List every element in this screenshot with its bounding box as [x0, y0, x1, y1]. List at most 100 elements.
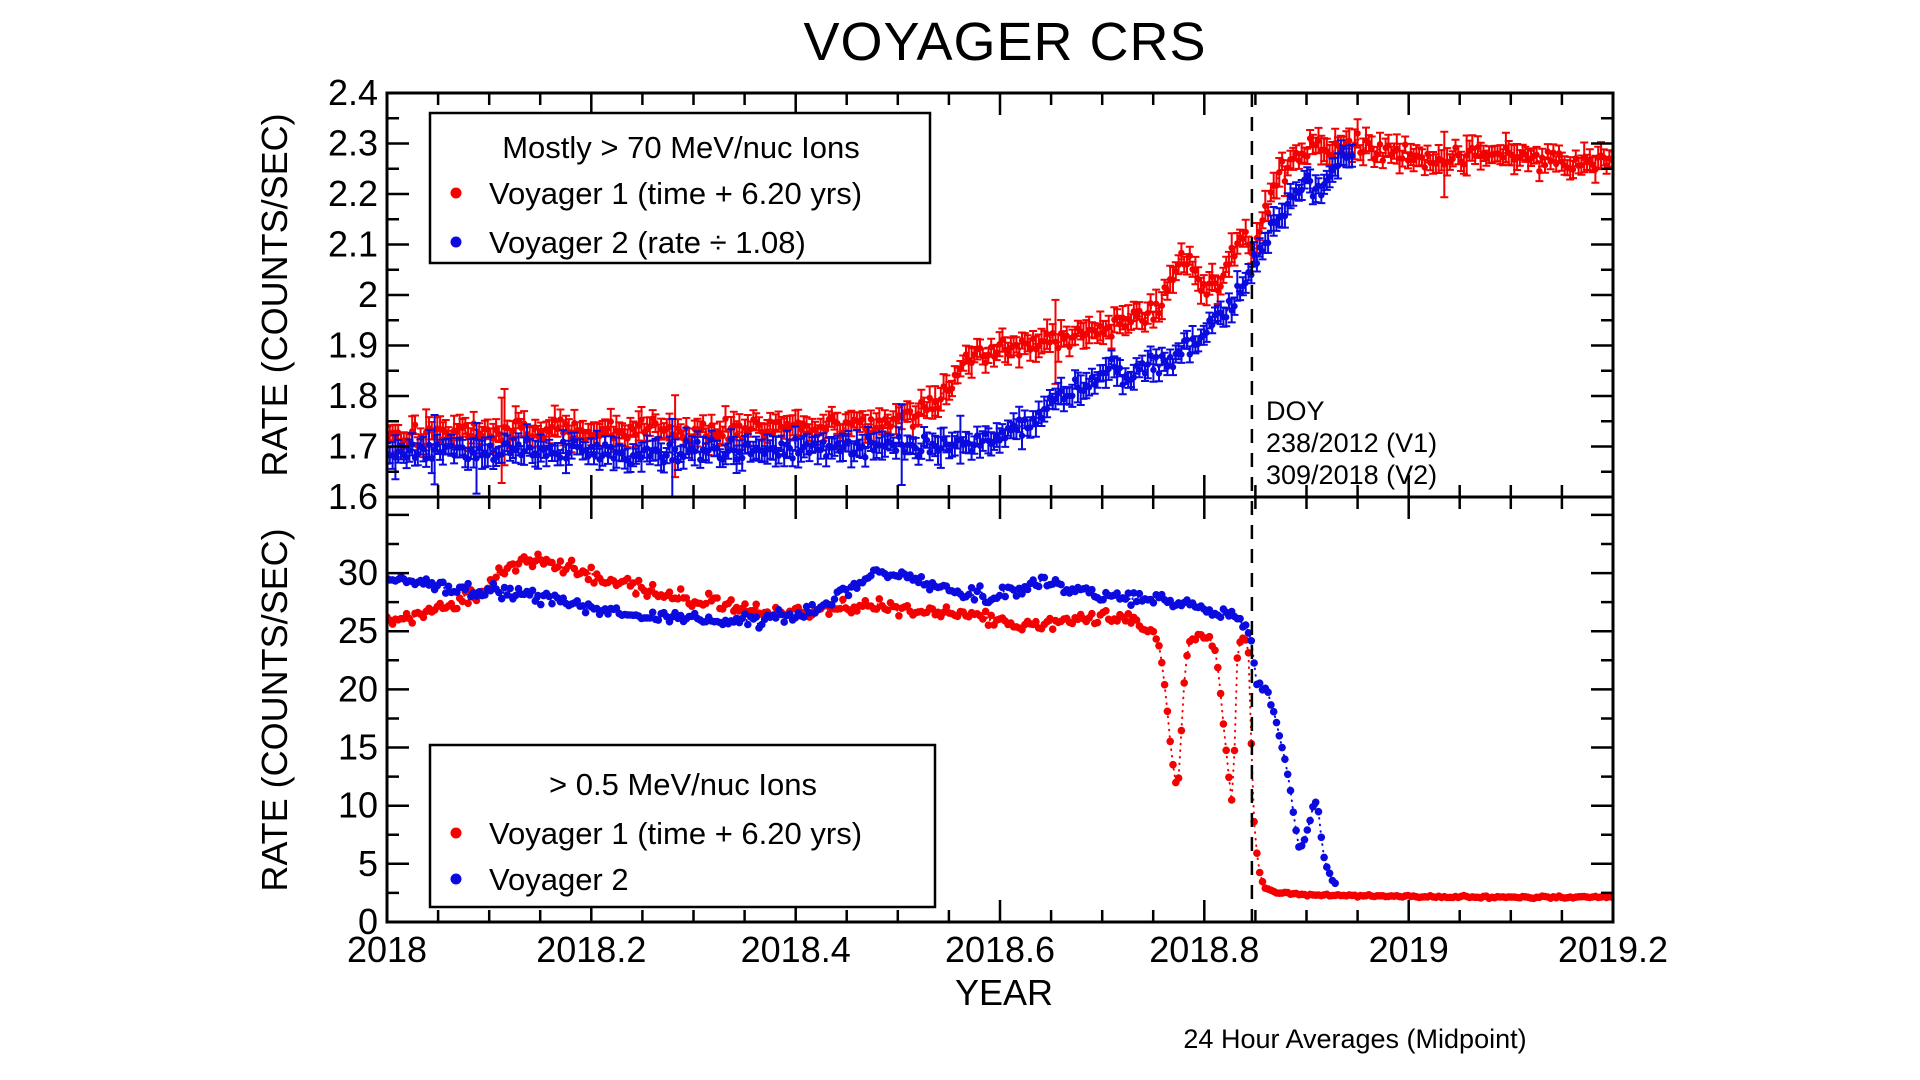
- data-point: [1222, 746, 1230, 755]
- data-point: [627, 460, 634, 468]
- data-point: [652, 420, 659, 427]
- data-point: [1211, 280, 1219, 287]
- data-point: [1111, 363, 1118, 371]
- data-point: [917, 573, 926, 581]
- data-point: [990, 438, 998, 445]
- data-point: [1130, 374, 1138, 381]
- data-point: [1108, 355, 1115, 363]
- data-point: [1203, 291, 1210, 298]
- data-point: [1242, 228, 1249, 236]
- data-point: [1149, 627, 1158, 636]
- bottom-y-axis-label: RATE (COUNTS/SEC): [254, 528, 295, 891]
- data-point: [1155, 370, 1163, 377]
- data-point: [423, 455, 430, 462]
- data-point: [1161, 358, 1168, 365]
- data-point: [1018, 590, 1026, 598]
- data-point: [476, 445, 483, 452]
- data-point: [697, 456, 704, 463]
- data-point: [1113, 314, 1121, 321]
- data-point: [811, 440, 819, 447]
- data-point: [560, 438, 567, 445]
- data-point: [548, 599, 556, 608]
- data-point: [525, 556, 534, 564]
- data-point: [1013, 426, 1020, 433]
- data-point: [1080, 387, 1087, 394]
- data-point: [1216, 689, 1225, 698]
- data-point: [1144, 361, 1152, 368]
- data-point: [1002, 434, 1009, 442]
- data-point: [1273, 182, 1280, 189]
- data-point: [850, 449, 858, 456]
- data-point: [1178, 249, 1185, 257]
- data-point: [607, 443, 614, 451]
- doy-annotation-line3: 309/2018 (V2): [1266, 460, 1437, 490]
- data-point: [1035, 409, 1042, 416]
- data-point: [1306, 816, 1314, 825]
- data-point: [1066, 343, 1073, 351]
- data-point: [1314, 807, 1323, 816]
- data-point: [962, 351, 970, 358]
- data-point: [727, 436, 735, 443]
- bottom-legend: > 0.5 MeV/nuc Ions Voyager 1 (time + 6.2…: [428, 743, 937, 909]
- data-point: [1186, 351, 1194, 358]
- data-point: [537, 427, 544, 434]
- data-point: [1223, 314, 1230, 321]
- data-point: [646, 423, 654, 430]
- data-point: [462, 422, 469, 430]
- data-point: [873, 424, 880, 432]
- axes-layer: [385, 91, 1615, 924]
- data-point: [528, 586, 537, 595]
- data-point: [534, 550, 542, 559]
- x-axis-label: YEAR: [955, 972, 1053, 1013]
- bottom-legend-item-voyager2: Voyager 2: [489, 862, 629, 897]
- data-point: [895, 433, 903, 440]
- data-point: [570, 564, 579, 573]
- data-point: [741, 600, 749, 608]
- data-point: [912, 444, 919, 452]
- data-point: [1234, 282, 1241, 290]
- data-point: [1334, 142, 1342, 149]
- y-tick-label: 2.1: [328, 224, 378, 265]
- data-point: [996, 437, 1003, 444]
- data-point: [789, 455, 796, 462]
- data-point: [1052, 395, 1059, 403]
- data-point: [648, 608, 657, 617]
- data-point: [1195, 340, 1202, 347]
- data-point: [744, 620, 752, 629]
- data-point: [1139, 360, 1146, 367]
- data-point: [498, 451, 505, 458]
- data-point: [937, 396, 944, 403]
- data-point: [1150, 366, 1157, 374]
- data-point: [932, 442, 939, 450]
- data-point: [1225, 773, 1233, 782]
- data-point: [1071, 376, 1079, 383]
- data-point: [671, 433, 679, 440]
- data-point: [982, 430, 989, 438]
- data-point: [1311, 798, 1320, 807]
- data-point: [1275, 732, 1284, 740]
- data-point: [1306, 177, 1314, 185]
- data-point: [509, 427, 517, 434]
- data-point: [1289, 808, 1298, 816]
- data-point: [806, 449, 813, 456]
- data-point: [484, 452, 491, 459]
- data-point: [1326, 173, 1333, 180]
- data-point: [599, 452, 606, 459]
- data-point: [1178, 351, 1185, 358]
- data-point: [1029, 335, 1037, 342]
- data-point: [982, 359, 989, 367]
- y-tick-label: 1.7: [328, 426, 378, 467]
- data-point: [1297, 842, 1306, 850]
- data-point: [1183, 336, 1191, 344]
- top-legend-header: Mostly > 70 MeV/nuc Ions: [502, 130, 860, 165]
- data-point: [1227, 796, 1236, 804]
- doy-annotation: DOY 238/2012 (V1) 309/2018 (V2): [1266, 396, 1437, 490]
- data-point: [568, 442, 575, 449]
- data-point: [1544, 148, 1552, 155]
- y-tick-label: 2.4: [328, 72, 378, 113]
- data-point: [607, 418, 614, 425]
- data-point: [1371, 155, 1378, 163]
- data-point: [775, 418, 782, 425]
- data-point: [1119, 314, 1126, 321]
- data-point: [1244, 649, 1253, 657]
